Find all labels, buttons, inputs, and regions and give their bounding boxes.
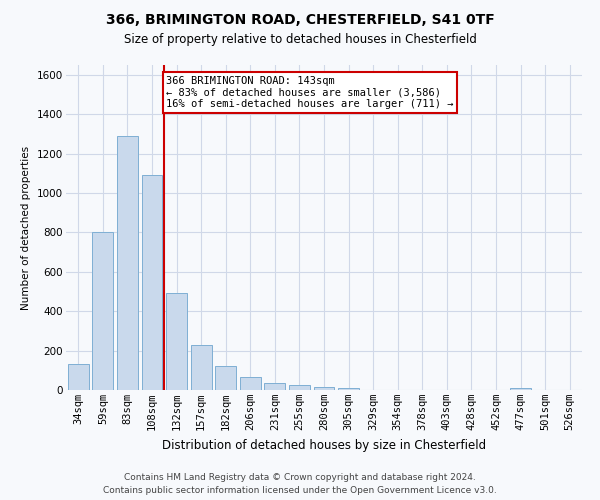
Bar — [166, 294, 187, 390]
Bar — [117, 136, 138, 390]
Y-axis label: Number of detached properties: Number of detached properties — [22, 146, 31, 310]
X-axis label: Distribution of detached houses by size in Chesterfield: Distribution of detached houses by size … — [162, 438, 486, 452]
Text: Contains HM Land Registry data © Crown copyright and database right 2024.
Contai: Contains HM Land Registry data © Crown c… — [103, 474, 497, 495]
Bar — [338, 388, 359, 390]
Bar — [191, 344, 212, 390]
Bar — [510, 388, 531, 390]
Bar — [215, 366, 236, 390]
Bar — [68, 364, 89, 390]
Bar — [142, 176, 163, 390]
Text: 366 BRIMINGTON ROAD: 143sqm
← 83% of detached houses are smaller (3,586)
16% of : 366 BRIMINGTON ROAD: 143sqm ← 83% of det… — [166, 76, 454, 109]
Text: 366, BRIMINGTON ROAD, CHESTERFIELD, S41 0TF: 366, BRIMINGTON ROAD, CHESTERFIELD, S41 … — [106, 12, 494, 26]
Bar — [265, 383, 286, 390]
Text: Size of property relative to detached houses in Chesterfield: Size of property relative to detached ho… — [124, 32, 476, 46]
Bar — [314, 387, 334, 390]
Bar — [240, 377, 261, 390]
Bar — [92, 232, 113, 390]
Bar — [289, 385, 310, 390]
